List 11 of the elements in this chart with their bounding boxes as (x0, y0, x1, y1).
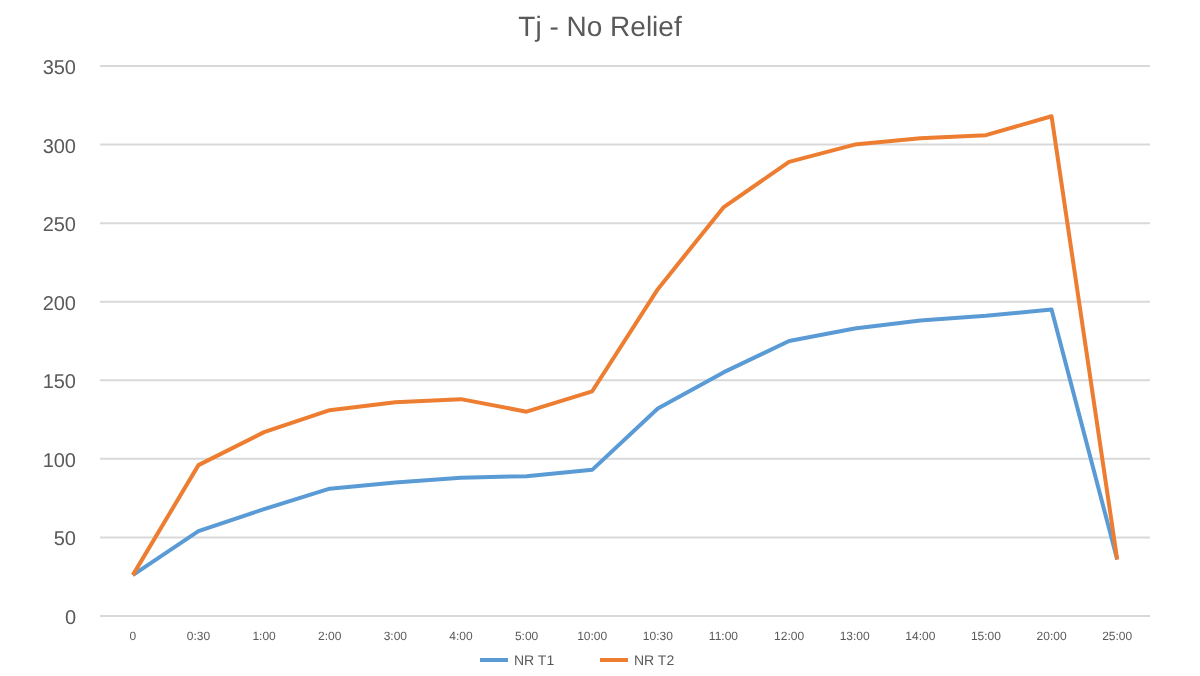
y-tick-label: 50 (53, 529, 77, 552)
y-tick-label: 0 (64, 608, 77, 630)
y-tick-label: 250 (42, 215, 77, 238)
chart-title: Tj - No Relief (518, 10, 682, 42)
y-tick-label: 300 (42, 136, 77, 159)
y-tick-label: 100 (42, 450, 77, 473)
y-tick-label: 350 (42, 58, 77, 80)
line-series (130, 307, 1120, 578)
y-tick-label: 150 (42, 372, 77, 395)
y-tick-label: 200 (42, 293, 77, 316)
line-series (130, 114, 1120, 578)
